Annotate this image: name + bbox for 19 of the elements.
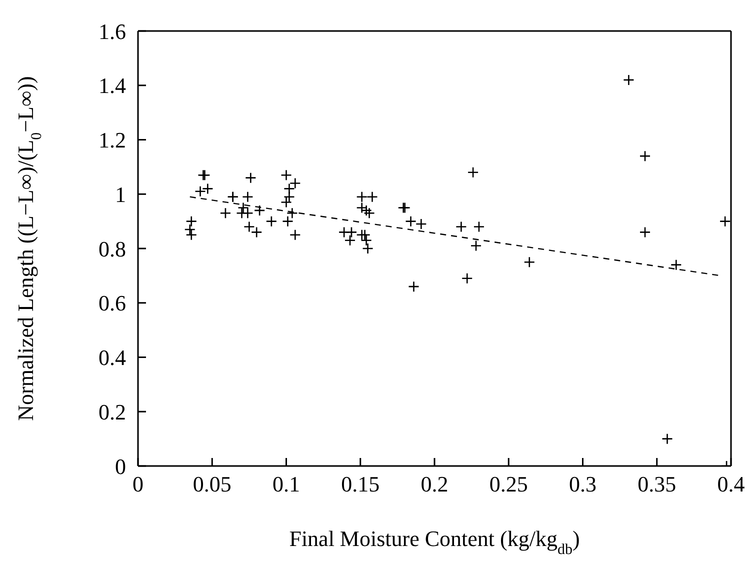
y-tick-label: 0.8 (98, 236, 126, 262)
y-tick-label: 1.4 (98, 73, 126, 98)
y-tick-label: 0.2 (98, 399, 126, 424)
y-tick-label: 0.6 (98, 290, 126, 316)
x-tick-label: 0.2 (420, 472, 448, 497)
x-tick-label: 0.05 (192, 472, 232, 497)
x-tick-label: 0.15 (341, 472, 380, 497)
y-tick-label: 1.2 (98, 128, 126, 153)
x-axis-title: Final Moisture Content (kg/kg$_{db}$) (289, 526, 580, 558)
y-tick-label: 0 (115, 454, 126, 479)
x-tick-label: 0 (132, 472, 144, 497)
y-tick-label: 1 (115, 182, 126, 207)
x-tick-label: 0.25 (489, 472, 528, 497)
y-tick-label: 1.6 (98, 18, 126, 44)
x-tick-label: 0.35 (638, 472, 676, 497)
x-tick-label: 0.1 (272, 472, 300, 497)
x-tick-label: 0.3 (569, 472, 596, 497)
y-tick-label: 0.4 (98, 345, 126, 370)
x-tick-label: 0.4 (717, 472, 745, 497)
